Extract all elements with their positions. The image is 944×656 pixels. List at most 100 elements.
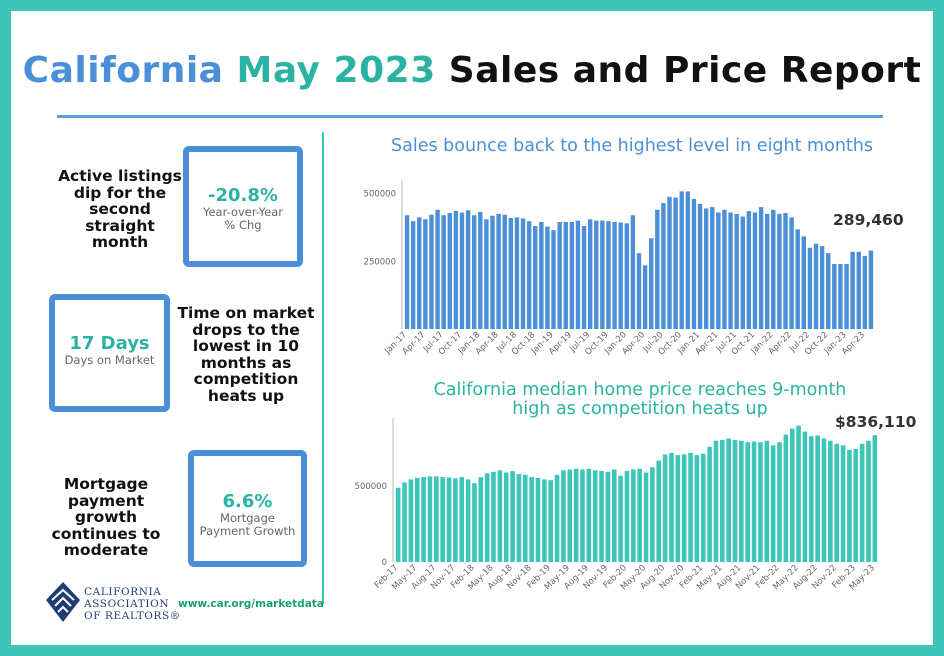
price-chart-bar	[853, 449, 859, 562]
logo-line: ASSOCIATION	[84, 598, 170, 610]
price-chart-bar	[866, 440, 871, 562]
price-chart-bar	[408, 479, 414, 562]
text-line: drops to the	[192, 320, 300, 339]
price-chart-bar	[631, 469, 636, 562]
price-chart-bar	[434, 476, 439, 562]
sales-chart-bar	[575, 220, 581, 329]
sales-chart-bar	[447, 213, 452, 329]
price-chart-bar	[656, 460, 662, 562]
sales-chart-bar	[484, 219, 489, 329]
price-chart-bar	[567, 469, 573, 562]
stat-active-listings-text: Active listings dip for the second strai…	[44, 168, 196, 251]
price-chart-bar	[414, 477, 420, 562]
sales-chart-bar	[514, 217, 520, 329]
text-line: competition	[193, 370, 299, 388]
sales-chart-bar	[710, 207, 715, 329]
logo-line: OF REALTORS®	[84, 610, 181, 622]
sales-chart-bar	[557, 221, 562, 329]
mortgage-growth-label: Mortgage	[220, 511, 275, 525]
active-listings-label: % Chg	[224, 218, 262, 232]
sales-chart-bar	[612, 221, 617, 329]
sales-chart-bar	[423, 219, 428, 329]
sales-chart-bar	[624, 223, 629, 329]
price-chart-bar	[688, 452, 693, 562]
sales-chart-bar	[667, 196, 672, 329]
sales-chart-bar	[410, 221, 416, 329]
price-chart-bar	[542, 479, 547, 562]
price-chart-bar	[472, 483, 477, 562]
sales-chart-bar	[819, 246, 825, 329]
sales-chart-bar	[429, 214, 434, 329]
price-chart-bar	[796, 425, 801, 562]
price-chart-bar	[726, 438, 731, 562]
sales-chart-bar	[789, 217, 794, 329]
sales-chart-bar	[490, 215, 495, 329]
sales-chart-bar	[594, 220, 599, 329]
price-title-line: high as competition heats up	[512, 399, 768, 419]
text-line: dip for the	[73, 183, 167, 202]
text-line: Active listings	[58, 167, 182, 185]
price-chart-title: California median home price reaches 9-m…	[390, 381, 890, 419]
price-chart-bar	[650, 467, 655, 562]
price-chart-bar	[535, 477, 541, 562]
price-chart-bar	[745, 442, 751, 562]
sales-chart-bar	[496, 213, 501, 329]
sales-chart-bar	[539, 221, 544, 329]
text-line: heats up	[207, 386, 285, 405]
active-listings-value: -20.8%	[208, 185, 278, 206]
days-on-market-label: Days on Market	[64, 353, 155, 367]
price-chart-bar	[770, 445, 776, 562]
price-chart-bar	[828, 440, 833, 562]
title-california: California	[22, 50, 224, 91]
price-chart-bar	[777, 442, 782, 562]
sales-chart-bar	[691, 198, 697, 329]
sales-chart-bar	[832, 263, 837, 329]
sales-chart-bar	[630, 215, 636, 329]
stat-days-on-market-box: 17 Days Days on Market	[49, 294, 170, 412]
realtors-logo-icon	[46, 582, 80, 622]
footer-url-link[interactable]: www.car.org/marketdata	[178, 598, 324, 610]
price-chart-bar	[497, 470, 503, 562]
price-chart-bar	[599, 471, 604, 562]
sales-chart-bar	[777, 213, 782, 329]
sales-chart-bar	[856, 251, 861, 329]
sales-chart-bar	[734, 213, 739, 329]
price-chart-bar	[611, 469, 617, 562]
price-chart-bar	[834, 443, 839, 562]
sales-chart-bar	[764, 213, 770, 329]
sales-chart-bar	[697, 203, 703, 329]
price-chart-bar	[713, 440, 719, 562]
price-chart-bar	[700, 453, 706, 562]
text-line: straight	[85, 216, 155, 235]
price-chart-bar	[478, 477, 484, 562]
sales-chart-bar	[850, 251, 855, 329]
price-chart-bar	[484, 473, 490, 562]
price-chart-bar	[402, 482, 407, 562]
sales-chart-bar	[508, 217, 514, 329]
price-chart-bar	[815, 435, 820, 562]
sales-chart-bar	[758, 207, 764, 329]
sales-chart-bar	[801, 236, 807, 329]
sales-chart-bar	[679, 191, 684, 329]
price-chart-bar	[624, 471, 630, 562]
price-chart-bar	[529, 477, 534, 562]
stat-mortgage-box: 6.6% Mortgage Payment Growth	[188, 450, 307, 567]
sales-chart-bar	[478, 211, 483, 329]
price-chart-bar	[859, 443, 865, 562]
price-chart-bar	[872, 435, 878, 562]
logo-line: CALIFORNIA	[84, 586, 162, 598]
sales-chart-y-tick-label: 500000	[364, 190, 396, 200]
title-report: Sales and Price Report	[448, 50, 922, 91]
price-chart-bar	[491, 471, 496, 562]
price-chart-bar	[643, 472, 649, 562]
sales-chart-bar	[642, 265, 648, 329]
sales-chart-bar	[526, 221, 532, 329]
text-line: Mortgage	[63, 475, 149, 493]
sales-chart-bar	[722, 209, 727, 329]
text-line: Time on market	[177, 304, 315, 322]
price-chart-bar	[561, 470, 566, 562]
sales-chart-bar	[649, 238, 654, 329]
sales-chart-bar	[728, 212, 733, 329]
sales-chart-bar	[587, 219, 593, 329]
